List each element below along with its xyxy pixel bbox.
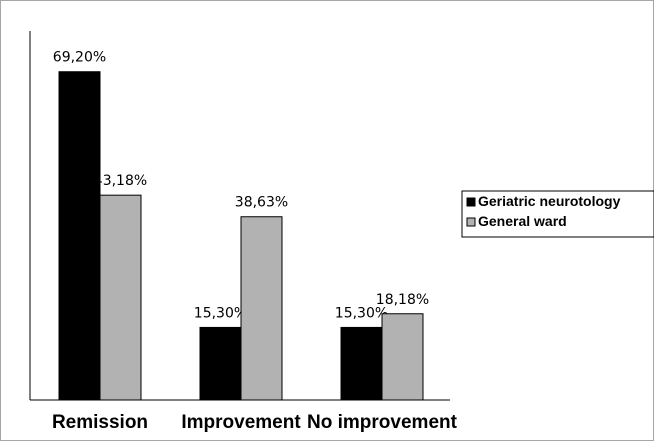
data-label: 18,18% [376, 292, 429, 308]
category-label: Remission [52, 412, 148, 433]
bar-improvement-series-1 [199, 326, 242, 401]
bar-no-improvement-series-1 [340, 326, 383, 401]
data-label: 15,30% [335, 305, 388, 321]
legend-swatch [466, 197, 476, 207]
legend: Geriatric neurotology General ward [461, 190, 654, 238]
legend-swatch [466, 217, 476, 227]
bar-remission-series-2 [99, 194, 142, 401]
data-label: 15,30% [194, 305, 247, 321]
bar-remission-series-1 [58, 71, 101, 401]
bar-no-improvement-series-2 [381, 313, 424, 401]
data-label: 43,18% [94, 173, 147, 189]
legend-box [461, 190, 654, 238]
data-label: 38,63% [235, 195, 288, 211]
legend-entry: General ward [478, 213, 567, 229]
category-label: Improvement [181, 412, 301, 433]
legend-entry: Geriatric neurotology [478, 193, 621, 209]
data-label: 69,20% [53, 50, 106, 66]
category-label: No improvement [307, 412, 458, 433]
plot-area: 69,20% 43,18% Remission 15,30% 38,63% Improve… [29, 31, 458, 433]
bar-improvement-series-2 [240, 216, 283, 401]
